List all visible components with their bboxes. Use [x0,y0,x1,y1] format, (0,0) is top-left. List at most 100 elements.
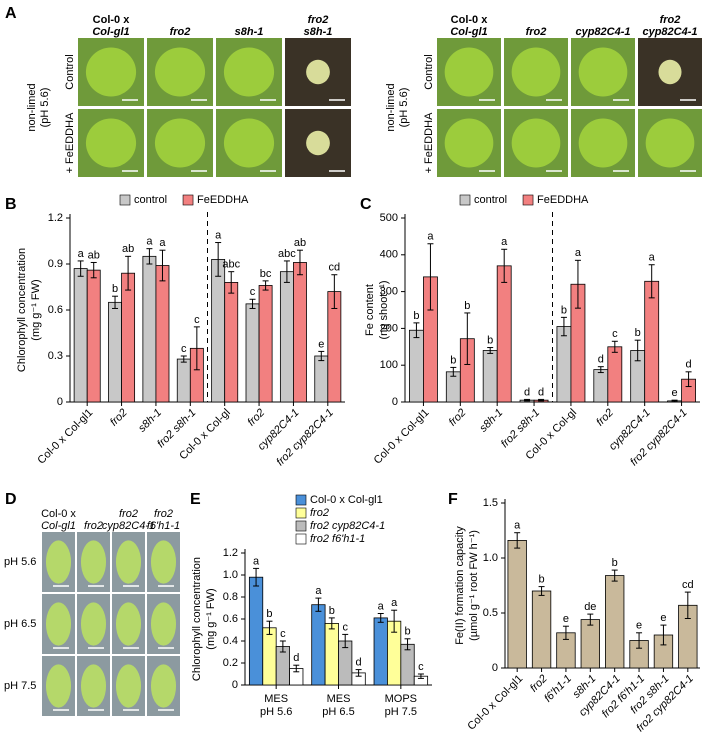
legend-label: FeEDDHA [537,194,589,206]
bar [279,271,294,403]
significance-letter: e [660,612,666,624]
error-bar [501,248,508,283]
y-tick-label: 0 [57,396,63,408]
y-tick-label: 0.6 [223,613,238,625]
bar [314,355,329,403]
error-bar [125,255,132,291]
significance-letter: b [635,327,641,339]
error-bar [413,322,420,339]
x-tick-label: fro2 [245,407,267,429]
significance-letter: b [413,310,419,322]
significance-letter: c [181,343,187,355]
error-bar [538,586,545,596]
plant [45,602,72,646]
error-bar [328,617,335,630]
bar [224,281,239,403]
significance-letter: ab [122,243,134,255]
error-bar [560,316,567,337]
column-label: s8h-1 [235,26,264,38]
bar [73,268,88,403]
panel-label: E [190,491,201,508]
error-bar [648,264,655,299]
error-bar [611,340,618,353]
error-bar [524,398,531,402]
y-axis-label: Fe content [364,284,376,336]
error-bar [427,243,434,311]
bar [373,617,388,686]
bar [258,285,273,403]
significance-letter: d [686,359,692,371]
y-axis-label: Chlorophyll concentration [16,248,28,372]
bar [324,623,339,686]
plant [511,118,561,168]
significance-letter: a [649,252,656,264]
error-bar [611,569,618,582]
significance-letter: a [78,248,85,260]
plant [511,47,561,97]
significance-letter: a [514,520,521,532]
plant [115,540,142,584]
y-axis-label: Chlorophyll concentration [191,557,203,681]
x-tick-label: s8h-1 [136,407,164,435]
x-tick-label: MES [264,693,288,705]
plant [150,540,177,584]
error-bar [228,271,235,294]
column-label: fro2 [170,26,191,38]
error-bar [112,295,119,309]
column-label: fro2 [526,26,547,38]
side-label: (pH 5.6) [398,88,410,128]
error-bar [597,366,604,374]
bar [248,576,264,686]
plant [444,47,494,97]
significance-letter: b [464,300,470,312]
legend-swatch [295,507,307,519]
bar [605,575,625,669]
significance-letter: b [404,626,410,638]
plant [154,47,206,97]
significance-letter: b [112,283,118,295]
y-axis-label: (µmol g⁻¹ root FW h⁻¹) [468,530,480,641]
significance-letter: ab [88,249,100,261]
bar [409,329,424,403]
error-bar [331,274,338,309]
bar [211,258,226,403]
significance-letter: a [315,585,322,597]
bar [293,262,307,403]
error-bar [159,249,166,282]
plant [223,118,275,168]
column-label: fro2 [119,508,138,520]
bar [607,346,623,403]
row-label: + FeEDDHA [64,112,76,173]
bar [262,627,277,686]
side-label: non-limed [385,83,397,131]
x-tick-label: MES [327,693,351,705]
y-tick-label: 0.9 [48,258,63,270]
significance-letter: a [215,229,222,241]
significance-letter: b [329,605,335,617]
error-bar [283,260,290,283]
y-axis-label: (ng shoot⁻¹) [378,281,390,340]
significance-letter: b [487,334,493,346]
significance-letter: d [356,657,362,669]
error-bar [634,339,641,362]
legend-swatch [295,520,307,532]
significance-letter: cd [329,262,341,274]
column-label: s8h-1 [304,26,333,38]
x-tick-label: pH 7.5 [385,706,417,718]
y-tick-label: 300 [380,286,398,298]
legend-label: fro2 cyp82C4-1 [310,520,385,532]
side-label: non-limed [26,83,38,131]
legend-swatch [295,533,307,545]
y-tick-label: 0.8 [223,591,238,603]
bar [482,350,498,403]
error-bar [685,371,692,388]
y-tick-label: 200 [380,322,398,334]
significance-letter: b [450,354,456,366]
column-label: fro2 [308,14,329,26]
bar [176,358,191,403]
panel-label: C [360,196,372,213]
significance-letter: a [253,555,260,567]
error-bar [684,591,691,619]
bar [556,326,572,403]
x-tick-label: s8h-1 [477,407,505,435]
